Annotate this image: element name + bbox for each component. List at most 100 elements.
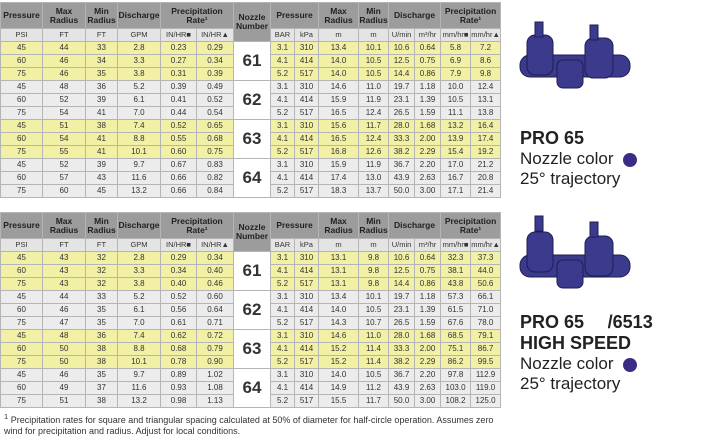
cell: 15.2 [318,342,360,356]
cell: 55 [42,145,86,159]
cell: 60 [42,184,86,198]
cell: 71.0 [470,303,502,317]
cell: 48 [42,80,86,94]
cell: 3.1 [270,251,296,265]
cell: 9.8 [470,67,502,81]
cell: 103.0 [440,381,472,395]
cell: 517 [294,184,320,198]
cell: 39 [85,158,118,172]
cell: 8.8 [117,342,161,356]
cell: 4.1 [270,93,296,107]
cell: 4.1 [270,342,296,356]
cell: 11.9 [358,158,390,172]
cell: 4.1 [270,264,296,278]
cell: 0.52 [160,290,197,304]
cell: 517 [294,316,320,330]
cell: 16.4 [470,119,502,133]
cell: 0.78 [160,355,197,369]
cell: 60 [0,132,43,146]
column-header: Precipitation Rate¹ [440,2,502,29]
cell: 0.56 [160,303,197,317]
cell: 38 [85,119,118,133]
cell: 50 [42,342,86,356]
cell: 75 [0,316,43,330]
cell: 0.27 [160,54,197,68]
cell: 0.82 [195,171,235,185]
column-header: Max Radius [318,2,360,29]
unit-label: m [358,28,390,42]
cell: 33 [85,290,118,304]
cell: 10.5 [358,54,390,68]
cell: 4.1 [270,54,296,68]
cell: 0.55 [160,132,197,146]
nozzle-number: 61 [233,41,272,81]
cell: 0.46 [195,277,235,291]
cell: 12.5 [388,264,416,278]
nozzle-number: 64 [233,368,272,408]
cell: 45 [0,41,43,55]
cell: 12.6 [358,145,390,159]
cell: 14.3 [318,316,360,330]
cell: 37.3 [470,251,502,265]
cell: 517 [294,67,320,81]
unit-label: kPa [294,238,320,252]
cell: 0.90 [195,355,235,369]
cell: 67.6 [440,316,472,330]
cell: 5.2 [270,67,296,81]
cell: 78.0 [470,316,502,330]
cell: 9.7 [117,368,161,382]
cell: 36.7 [388,158,416,172]
data-row: 75 54 41 7.0 0.44 0.54 5.2 517 16.5 12.4 26.5 1.59 1… [0,106,502,120]
cell: 10.1 [117,355,161,369]
cell: 14.9 [318,381,360,395]
cell: 11.7 [358,394,390,408]
cell: 2.63 [414,381,442,395]
cell: 414 [294,303,320,317]
cell: 4.1 [270,381,296,395]
cell: 99.5 [470,355,502,369]
cell: 34 [85,54,118,68]
cell: 5.2 [270,106,296,120]
cell: 0.52 [160,119,197,133]
data-row: 45 52 39 9.7 0.67 0.83 64 3.1 310 15.9 11.9 36.7 2.2… [0,158,502,198]
cell: 310 [294,119,320,133]
cell: 14.4 [388,67,416,81]
unit-label: m³/hr [414,238,442,252]
cell: 61.5 [440,303,472,317]
cell: 17.4 [318,171,360,185]
data-row: 60 43 32 3.3 0.34 0.40 4.1 414 13.1 9.8 12.5 0.75 38… [0,264,502,278]
data-row: 60 46 34 3.3 0.27 0.34 4.1 414 14.0 10.5 12.5 0.75 6… [0,54,502,68]
column-header: Discharge [117,212,161,239]
cell: 310 [294,80,320,94]
cell: 1.39 [414,93,442,107]
cell: 11.6 [117,171,161,185]
cell: 310 [294,251,320,265]
cell: 75 [0,145,43,159]
unit-label: GPM [117,28,161,42]
cell: 12.4 [358,106,390,120]
cell: 33.3 [388,132,416,146]
cell: 4.1 [270,303,296,317]
nozzle-number: 63 [233,119,272,159]
cell: 0.49 [195,80,235,94]
cell: 2.8 [117,251,161,265]
column-header: Precipitation Rate¹ [440,212,502,239]
cell: 5.2 [270,394,296,408]
cell: 414 [294,381,320,395]
cell: 5.2 [117,290,161,304]
cell: 14.0 [318,368,360,382]
nozzle-images [519,21,631,289]
cell: 1.18 [414,80,442,94]
cell: 46 [42,303,86,317]
cell: 60 [0,381,43,395]
column-header: Pressure [270,2,320,29]
cell: 6.1 [117,303,161,317]
cell: 7.0 [117,106,161,120]
cell: 45 [0,251,43,265]
cell: 4.1 [270,132,296,146]
cell: 35 [85,303,118,317]
cell: 0.34 [160,264,197,278]
cell: 19.2 [470,145,502,159]
table: Pressure Max Radius Min Radius Discharge Pre… [0,2,502,198]
cell: 10.1 [117,145,161,159]
